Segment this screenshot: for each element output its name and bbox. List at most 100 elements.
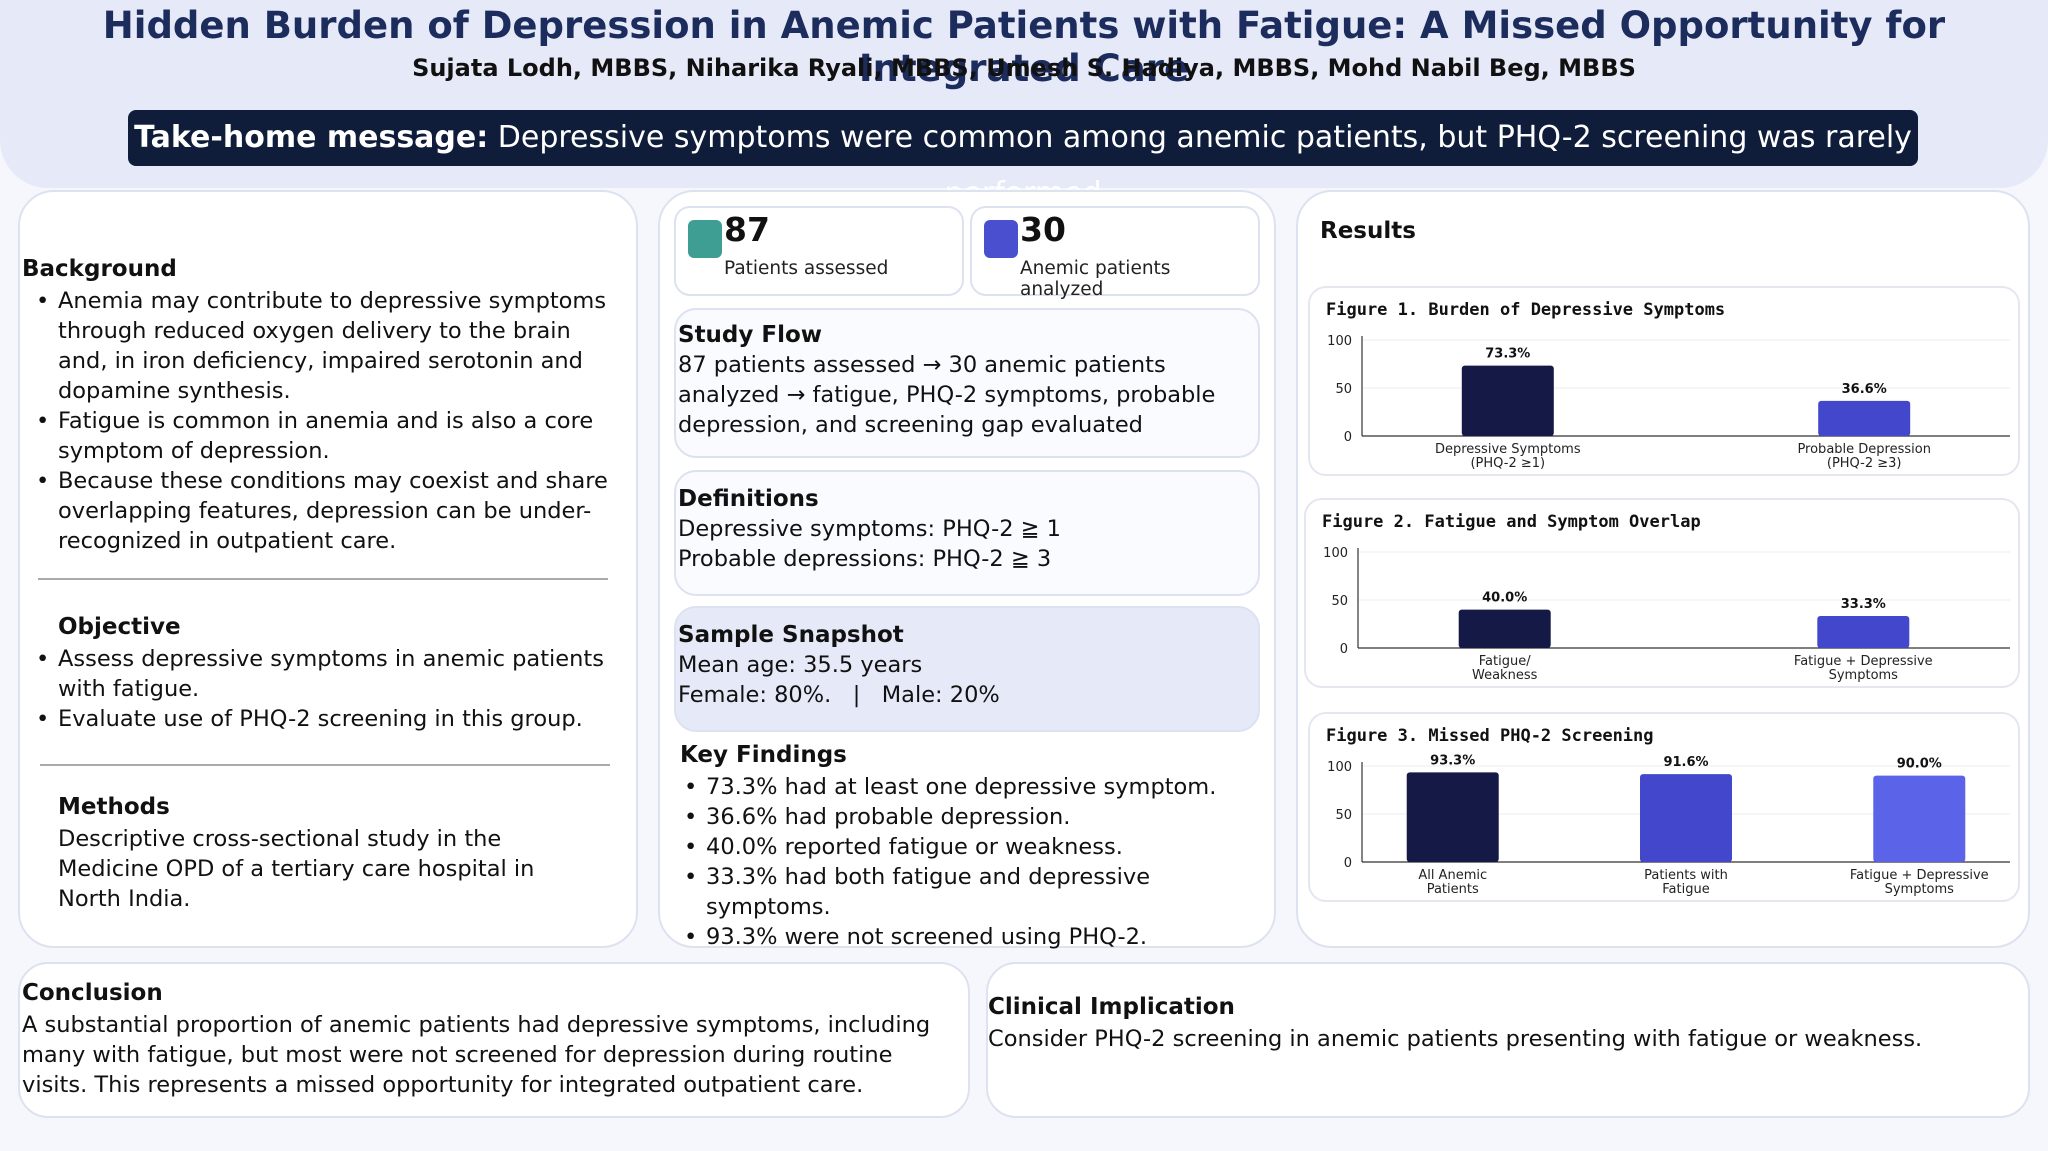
list-item: 33.3% had both fatigue and depressive sy… xyxy=(670,862,1270,922)
snapshot-heading: Sample Snapshot xyxy=(678,622,904,648)
y-tick-label: 100 xyxy=(1323,546,1348,561)
objective-list: Assess depressive symptoms in anemic pat… xyxy=(22,644,622,734)
bar xyxy=(1461,365,1554,436)
data-label: 36.6% xyxy=(1842,382,1887,397)
header-banner: Hidden Burden of Depression in Anemic Pa… xyxy=(0,0,2048,211)
x-tick-label: (PHQ-2 ≥3) xyxy=(1827,456,1902,471)
x-tick-label: Weakness xyxy=(1472,668,1538,683)
data-label: 73.3% xyxy=(1485,347,1530,362)
figure-1-box: Figure 1. Burden of Depressive Symptoms … xyxy=(1308,286,2020,476)
data-label: 33.3% xyxy=(1841,597,1886,612)
objective-heading: Objective xyxy=(58,614,181,640)
snapshot-card: Sample Snapshot Mean age: 35.5 years Fem… xyxy=(674,606,1260,732)
y-tick-label: 0 xyxy=(1344,856,1352,871)
definition-line: Depressive symptoms: PHQ-2 ≧ 1 xyxy=(678,516,1061,542)
snapshot-line: Female: 80%. | Male: 20% xyxy=(678,682,1000,708)
list-item: Evaluate use of PHQ-2 screening in this … xyxy=(22,704,622,734)
left-panel: Background Anemia may contribute to depr… xyxy=(18,190,638,948)
stat-value: 30 xyxy=(1020,210,1066,249)
y-tick-label: 50 xyxy=(1331,594,1348,609)
figure-1-chart: 0 50 100 73.3% Depressive Symptoms(PHQ-2 ≥1)… xyxy=(1327,334,2010,471)
takehome-banner: Take-home message: Depressive symptoms w… xyxy=(128,110,1918,211)
middle-panel: 87 Patients assessed 30 Anemic patients … xyxy=(658,190,1276,952)
findings-heading: Key Findings xyxy=(680,742,847,768)
figure-title: Figure 2. Fatigue and Symptom Overlap xyxy=(1322,512,1701,532)
bar xyxy=(1818,400,1911,436)
x-tick-label: (PHQ-2 ≥1) xyxy=(1470,456,1545,471)
section-divider xyxy=(40,764,610,766)
section-divider xyxy=(38,578,608,580)
list-item: Because these conditions may coexist and… xyxy=(22,466,622,556)
bar xyxy=(1817,616,1910,648)
x-tick-label: Symptoms xyxy=(1885,882,1955,897)
conclusion-heading: Conclusion xyxy=(22,980,163,1006)
figure-title: Figure 3. Missed PHQ-2 Screening xyxy=(1326,726,1654,746)
x-tick-label: Patients xyxy=(1427,882,1479,897)
bar xyxy=(1873,775,1966,862)
bar xyxy=(1640,774,1732,862)
findings-list: 73.3% had at least one depressive sympto… xyxy=(670,772,1270,952)
snapshot-line: Mean age: 35.5 years xyxy=(678,652,923,678)
poster-authors: Sujata Lodh, MBBS, Niharika Ryali, MBBS,… xyxy=(412,54,1636,82)
data-label: 91.6% xyxy=(1663,755,1708,770)
list-item: 73.3% had at least one depressive sympto… xyxy=(670,772,1270,802)
x-tick-label: Fatigue/ xyxy=(1479,654,1531,669)
study-flow-text: 87 patients assessed → 30 anemic patient… xyxy=(678,352,1216,438)
list-item: 40.0% reported fatigue or weakness. xyxy=(670,832,1270,862)
methods-heading: Methods xyxy=(58,794,170,820)
data-label: 93.3% xyxy=(1430,753,1475,768)
definitions-card: Definitions Depressive symptoms: PHQ-2 ≧… xyxy=(674,470,1260,596)
x-tick-label: Depressive Symptoms xyxy=(1435,442,1581,457)
conclusion-panel: Conclusion A substantial proportion of a… xyxy=(18,962,970,1118)
figure-3-box: Figure 3. Missed PHQ-2 Screening 0 50 100 9… xyxy=(1308,712,2020,902)
stat-card-analyzed: 30 Anemic patients analyzed xyxy=(970,206,1260,300)
x-tick-label: Symptoms xyxy=(1829,668,1899,683)
x-tick-label: Patients with xyxy=(1644,868,1728,883)
conclusion-text: A substantial proportion of anemic patie… xyxy=(22,1012,931,1098)
list-item: 36.6% had probable depression. xyxy=(670,802,1270,832)
figure-2-chart: 0 50 100 40.0% Fatigue/Weakness 33.3% Fatigue … xyxy=(1323,546,2010,683)
takehome-text: Depressive symptoms were common among an… xyxy=(497,120,1912,211)
figure-title: Figure 1. Burden of Depressive Symptoms xyxy=(1326,300,1726,320)
poster-title: Hidden Burden of Depression in Anemic Pa… xyxy=(102,4,1946,90)
definition-line: Probable depressions: PHQ-2 ≧ 3 xyxy=(678,546,1052,572)
background-heading: Background xyxy=(22,256,177,282)
implication-heading: Clinical Implication xyxy=(988,994,1235,1020)
indigo-swatch xyxy=(984,220,1018,258)
stat-label: Anemic patients analyzed xyxy=(1020,258,1171,300)
x-tick-label: Fatigue + Depressive xyxy=(1850,868,1989,883)
bar xyxy=(1406,772,1499,862)
implication-text: Consider PHQ-2 screening in anemic patie… xyxy=(988,1026,1923,1052)
figure-2-box: Figure 2. Fatigue and Symptom Overlap 0 5… xyxy=(1304,498,2020,688)
bar xyxy=(1458,609,1551,648)
stat-label: Patients assessed xyxy=(724,258,889,279)
methods-text: Descriptive cross-sectional study in the… xyxy=(58,826,535,912)
stat-card-assessed: 87 Patients assessed xyxy=(674,206,964,296)
background-list: Anemia may contribute to depressive symp… xyxy=(22,286,622,556)
study-flow-card: Study Flow 87 patients assessed → 30 ane… xyxy=(674,308,1260,458)
x-tick-label: Fatigue + Depressive xyxy=(1794,654,1933,669)
y-tick-label: 100 xyxy=(1327,760,1352,775)
study-flow-heading: Study Flow xyxy=(678,322,823,348)
y-tick-label: 0 xyxy=(1344,430,1352,445)
implication-panel: Clinical Implication Consider PHQ-2 scre… xyxy=(986,962,2030,1118)
y-tick-label: 0 xyxy=(1340,642,1348,657)
y-tick-label: 50 xyxy=(1335,808,1352,823)
y-tick-label: 50 xyxy=(1335,382,1352,397)
stat-value: 87 xyxy=(724,210,770,249)
list-item: Anemia may contribute to depressive symp… xyxy=(22,286,622,406)
results-panel: Results Figure 1. Burden of Depressive S… xyxy=(1296,190,2030,948)
x-tick-label: All Anemic xyxy=(1418,868,1487,883)
y-tick-label: 100 xyxy=(1327,334,1352,349)
x-tick-label: Fatigue xyxy=(1662,882,1709,897)
results-heading: Results xyxy=(1320,218,1416,244)
list-item: Assess depressive symptoms in anemic pat… xyxy=(22,644,622,704)
takehome-label: Take-home message: xyxy=(134,120,489,155)
definitions-heading: Definitions xyxy=(678,486,819,512)
data-label: 90.0% xyxy=(1897,757,1942,772)
teal-swatch xyxy=(688,220,722,258)
list-item: Fatigue is common in anemia and is also … xyxy=(22,406,622,466)
list-item: 93.3% were not screened using PHQ-2. xyxy=(670,922,1270,952)
data-label: 40.0% xyxy=(1482,591,1527,606)
